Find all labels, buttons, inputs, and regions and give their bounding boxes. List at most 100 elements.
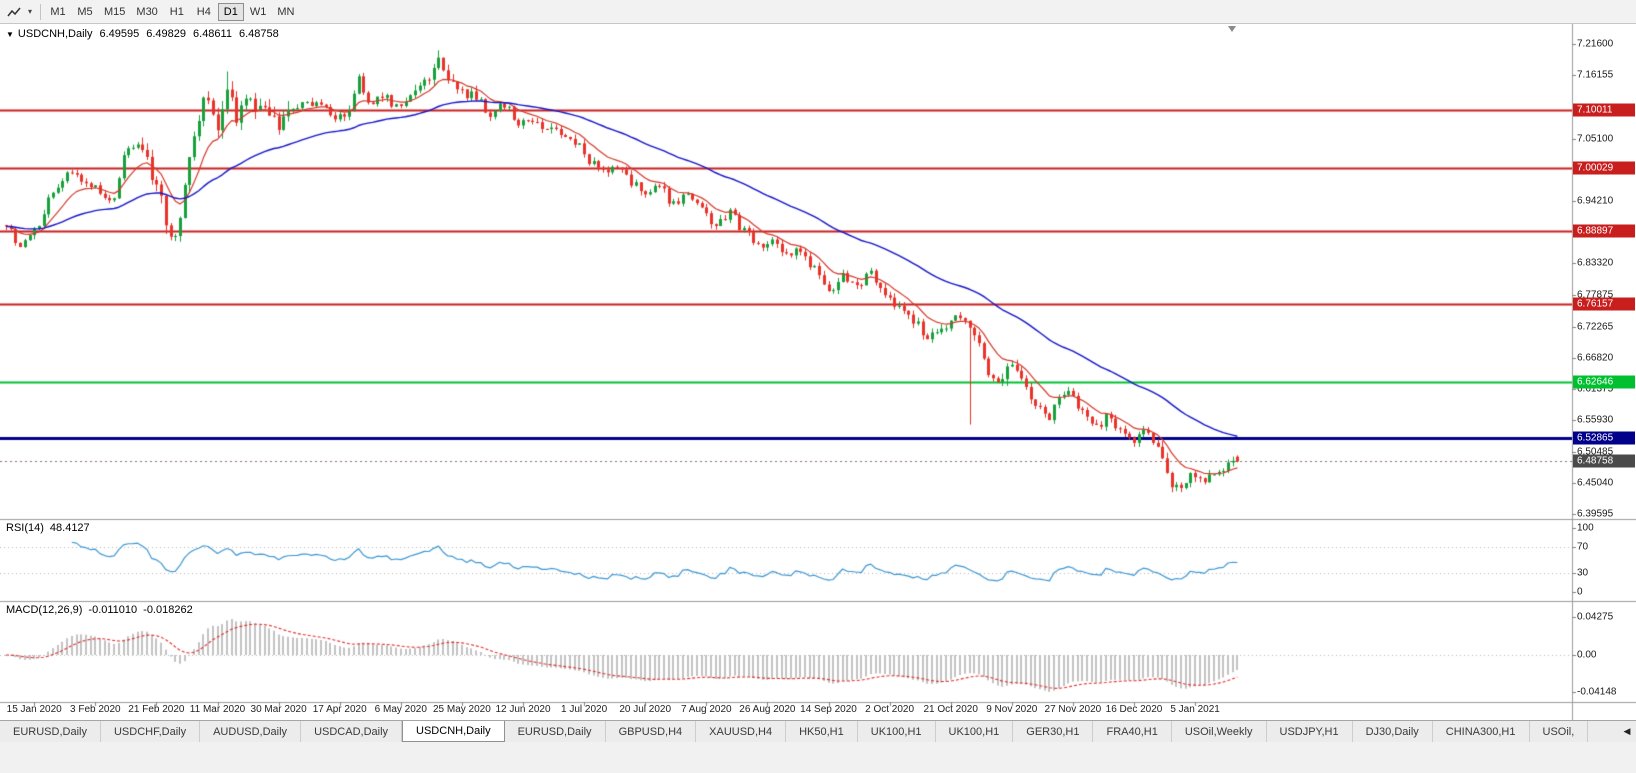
date-axis-label: 11 Mar 2020: [189, 704, 246, 715]
rsi-axis-label: 30: [1577, 567, 1589, 579]
date-axis-label: 20 Jul 2020: [619, 704, 672, 715]
chart-tab-usdcnh-daily[interactable]: USDCNH,Daily: [402, 721, 505, 742]
date-axis-label: 25 May 2020: [432, 704, 491, 715]
price-axis-label: 6.50485: [1577, 446, 1614, 458]
price-axis-label: 6.55930: [1577, 414, 1614, 426]
date-axis-label: 6 May 2020: [374, 704, 427, 715]
chart-tab-uk100-h1[interactable]: UK100,H1: [857, 721, 936, 742]
price-line-flag: 6.52865: [1573, 431, 1635, 445]
chart-tab-usdjpy-h1[interactable]: USDJPY,H1: [1266, 721, 1353, 742]
date-axis-label: 7 Aug 2020: [680, 704, 732, 715]
timeframe-button-w1[interactable]: W1: [245, 3, 272, 21]
price-line-flag: 7.00029: [1573, 161, 1635, 175]
date-axis-label: 3 Feb 2020: [69, 704, 121, 715]
price-axis-label: 7.05100: [1577, 133, 1614, 145]
timeframe-button-h1[interactable]: H1: [164, 3, 190, 21]
ohlc-low: 6.48611: [193, 28, 232, 40]
chart-window: ▼ USDCNH,Daily 6.49595 6.49829 6.48611 6.4875…: [0, 24, 1636, 720]
top-toolbar: ▾ M1 M5 M15 M30 H1 H4 D1 W1 MN: [0, 0, 1636, 24]
price-axis-label: 7.21600: [1577, 38, 1614, 50]
macd-axis-label: 0.00: [1577, 649, 1597, 661]
macd-label: MACD(12,26,9) -0.011010 -0.018262: [6, 604, 199, 616]
date-axis-label: 26 Aug 2020: [739, 704, 796, 715]
date-axis-label: 14 Sep 2020: [800, 704, 857, 715]
macd-signal-value: -0.018262: [143, 604, 193, 616]
date-axis-label: 1 Jul 2020: [561, 704, 608, 715]
current-price-flag: 6.48758: [1573, 454, 1635, 468]
macd-indicator-name: MACD(12,26,9): [6, 604, 83, 616]
rsi-axis-label: 0: [1577, 586, 1583, 598]
price-axis-label: 6.61375: [1577, 383, 1614, 395]
price-axis-label: 6.94210: [1577, 195, 1614, 207]
date-axis-label: 21 Feb 2020: [128, 704, 185, 715]
date-axis-label: 21 Oct 2020: [923, 704, 978, 715]
chart-shift-marker[interactable]: [1228, 26, 1236, 32]
chart-tab-audusd-daily[interactable]: AUDUSD,Daily: [200, 721, 302, 742]
chart-tab-usoil[interactable]: USOil,: [1529, 721, 1589, 742]
chart-tab-hk50-h1[interactable]: HK50,H1: [786, 721, 858, 742]
price-axis-label: 6.72265: [1577, 321, 1614, 333]
macd-indicator-value: -0.011010: [88, 604, 138, 616]
price-axis-label: 6.45040: [1577, 477, 1614, 489]
date-axis-label: 2 Oct 2020: [865, 704, 915, 715]
ohlc-close: 6.48758: [238, 28, 279, 40]
symbol-dropdown-icon[interactable]: ▼: [6, 30, 14, 39]
date-axis-label: 27 Nov 2020: [1044, 704, 1102, 715]
chart-tab-ger30-h1[interactable]: GER30,H1: [1013, 721, 1094, 742]
macd-axis-label: -0.04148: [1577, 686, 1617, 698]
bottom-filler: [0, 742, 1636, 773]
price-line-flag: 6.88897: [1573, 224, 1635, 238]
timeframe-button-d1[interactable]: D1: [217, 2, 244, 21]
rsi-axis-label: 100: [1577, 522, 1594, 534]
date-axis-label: 16 Dec 2020: [1105, 704, 1163, 715]
chart-tab-dj30-daily[interactable]: DJ30,Daily: [1352, 721, 1433, 742]
price-axis-label: 6.39595: [1577, 508, 1614, 520]
date-axis-label: 9 Nov 2020: [986, 704, 1038, 715]
timeframe-button-h4[interactable]: H4: [191, 3, 217, 21]
chart-tab-eurusd-daily[interactable]: EURUSD,Daily: [0, 721, 101, 742]
trendline-tool-button[interactable]: [4, 3, 24, 21]
chart-tab-usoil-weekly[interactable]: USOil,Weekly: [1171, 721, 1267, 742]
rsi-label: RSI(14) 48.4127: [6, 522, 96, 534]
chart-tab-uk100-h1[interactable]: UK100,H1: [935, 721, 1014, 742]
rsi-indicator-value: 48.4127: [49, 522, 90, 534]
ohlc-open: 6.49595: [99, 28, 140, 40]
ohlc-high: 6.49829: [146, 28, 187, 40]
chart-tab-eurusd-daily[interactable]: EURUSD,Daily: [504, 721, 606, 742]
chart-tab-gbpusd-h4[interactable]: GBPUSD,H4: [605, 721, 697, 742]
timeframe-button-m15[interactable]: M15: [99, 3, 130, 21]
date-axis-label: 12 Jun 2020: [495, 704, 551, 715]
trendline-tool-icon: [7, 7, 21, 16]
date-axis-label: 30 Mar 2020: [250, 704, 307, 715]
date-axis-label: 15 Jan 2020: [6, 704, 62, 715]
price-chart-canvas[interactable]: [0, 24, 1636, 720]
timeframe-button-m1[interactable]: M1: [45, 3, 71, 21]
chart-tab-fra40-h1[interactable]: FRA40,H1: [1093, 721, 1172, 742]
price-axis-label: 6.77875: [1577, 289, 1614, 301]
timeframe-button-m30[interactable]: M30: [131, 3, 162, 21]
price-axis-label: 6.83320: [1577, 257, 1614, 269]
trendline-tool-dropdown[interactable]: ▾: [27, 7, 32, 16]
tabs-scroll-left-button[interactable]: ◀: [1618, 721, 1636, 742]
date-axis-label: 17 Apr 2020: [312, 704, 367, 715]
timeframe-toolbar: M1 M5 M15 M30 H1 H4 D1 W1 MN: [45, 2, 299, 21]
chart-tab-usdchf-daily[interactable]: USDCHF,Daily: [100, 721, 201, 742]
chart-tab-china300-h1[interactable]: CHINA300,H1: [1432, 721, 1530, 742]
price-line-flag: 7.10011: [1573, 103, 1635, 117]
chart-symbol-period: USDCNH,Daily: [17, 28, 93, 40]
toolbar-separator: [40, 3, 41, 20]
rsi-axis-label: 70: [1577, 541, 1589, 553]
price-axis-label: 7.16155: [1577, 69, 1614, 81]
chart-tab-xauusd-h4[interactable]: XAUUSD,H4: [696, 721, 787, 742]
date-axis-label: 5 Jan 2021: [1170, 704, 1220, 715]
rsi-indicator-name: RSI(14): [6, 522, 44, 534]
price-line-flag: 6.76157: [1573, 297, 1635, 311]
chart-tabs-bar: EURUSD,Daily USDCHF,Daily AUDUSD,Daily USDC…: [0, 720, 1636, 742]
chart-title: ▼ USDCNH,Daily 6.49595 6.49829 6.48611 6.4875…: [6, 28, 279, 40]
chart-tab-usdcad-daily[interactable]: USDCAD,Daily: [301, 721, 403, 742]
timeframe-button-mn[interactable]: MN: [272, 3, 299, 21]
price-line-flag: 6.62646: [1573, 375, 1635, 389]
timeframe-button-m5[interactable]: M5: [72, 3, 98, 21]
price-axis-label: 6.66820: [1577, 352, 1614, 364]
macd-axis-label: 0.04275: [1577, 611, 1614, 623]
